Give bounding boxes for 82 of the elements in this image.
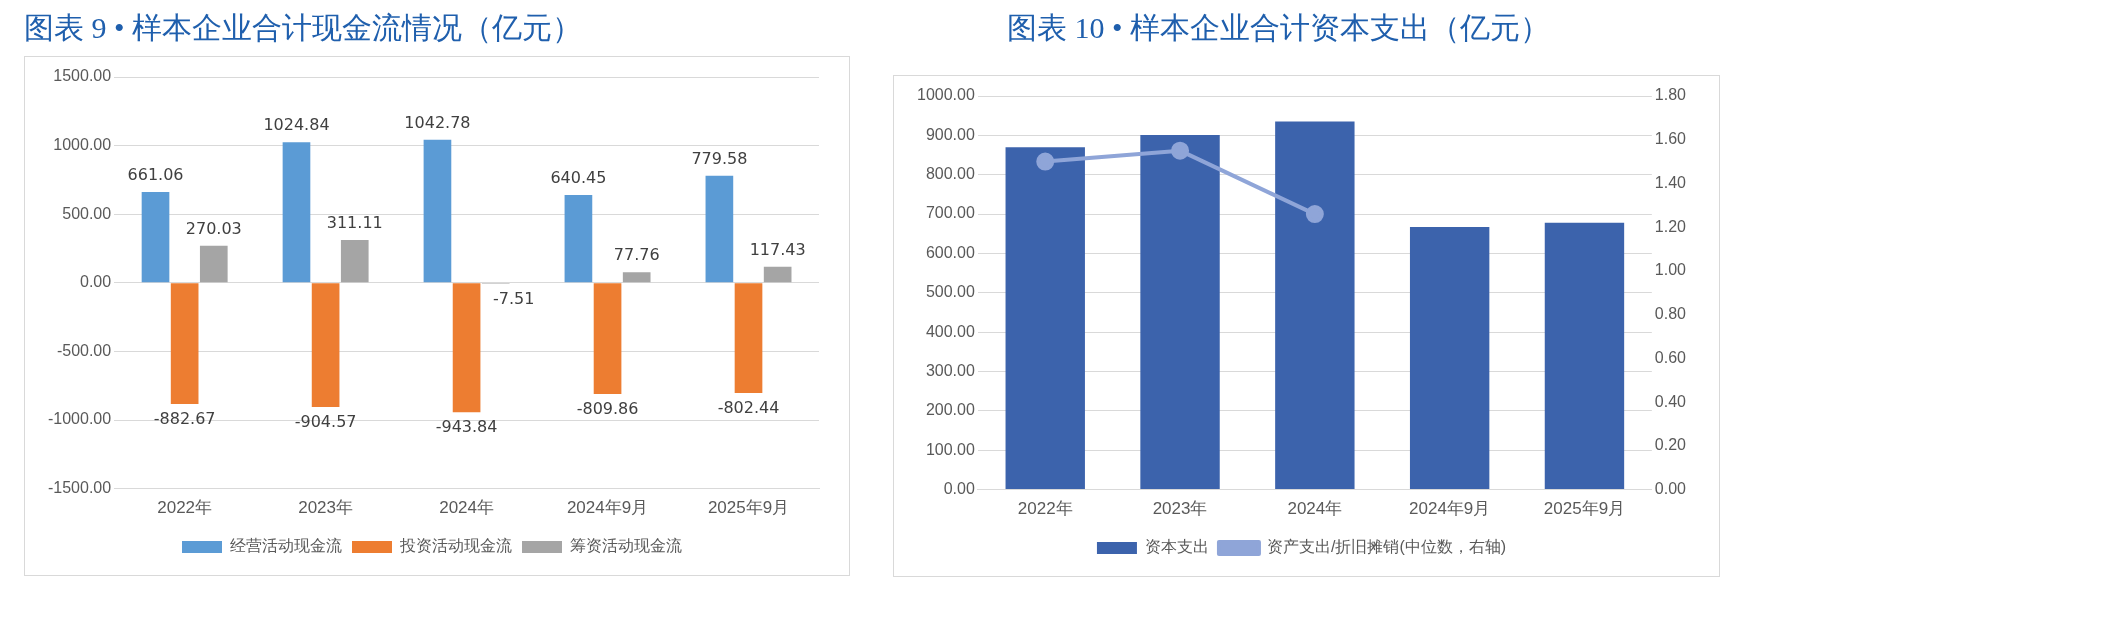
data-label: 1042.78 xyxy=(404,112,471,132)
point xyxy=(1305,205,1324,224)
bar xyxy=(282,142,311,283)
bar xyxy=(1409,227,1490,490)
y-tick-label: 0.00 xyxy=(943,480,975,498)
legend-label: 资本支出 xyxy=(1144,538,1209,556)
bar xyxy=(423,139,452,283)
data-label: 117.43 xyxy=(749,239,806,259)
data-label: 270.03 xyxy=(185,218,242,238)
bar xyxy=(593,283,622,394)
legend-label: 经营活动现金流 xyxy=(230,537,342,555)
bar xyxy=(705,175,734,283)
y-tick-label: 500.00 xyxy=(925,283,975,301)
data-label: 311.11 xyxy=(326,213,383,233)
y-tick-label: 0.00 xyxy=(80,273,112,291)
bar xyxy=(564,194,593,283)
x-tick-label: 2024年9月 xyxy=(1409,499,1491,519)
legend-label: 筹资活动现金流 xyxy=(570,537,682,555)
x-tick-label: 2025年9月 xyxy=(707,498,790,518)
y2-tick-label: 1.60 xyxy=(1654,130,1687,148)
y-tick-label: 800.00 xyxy=(925,165,975,183)
x-tick-label: 2023年 xyxy=(298,498,354,518)
chart-title: 图表 10 • 样本企业合计资本支出（亿元） xyxy=(1006,10,1551,46)
bar xyxy=(1140,134,1220,490)
bar xyxy=(622,272,651,283)
y2-tick-label: 0.40 xyxy=(1654,392,1687,410)
y2-tick-label: 0.20 xyxy=(1654,436,1687,454)
bar xyxy=(311,283,340,407)
y-tick-label: 100.00 xyxy=(925,440,975,458)
x-tick-label: 2024年 xyxy=(1287,499,1343,519)
data-label: -802.44 xyxy=(717,398,780,418)
y2-tick-label: 1.00 xyxy=(1654,261,1687,279)
y-tick-label: 500.00 xyxy=(62,204,112,222)
bar xyxy=(199,245,228,283)
y-tick-label: 200.00 xyxy=(925,401,975,419)
y-tick-label: 700.00 xyxy=(925,204,975,222)
y-tick-label: -500.00 xyxy=(56,341,112,359)
y2-tick-label: 1.80 xyxy=(1654,86,1687,104)
y2-tick-label: 0.00 xyxy=(1654,480,1687,498)
legend-label: 投资活动现金流 xyxy=(399,537,512,555)
bar xyxy=(734,283,763,393)
y2-tick-label: 0.60 xyxy=(1654,348,1687,366)
x-tick-label: 2024年9月 xyxy=(566,498,649,518)
chart-title: 图表 9 • 样本企业合计现金流情况（亿元） xyxy=(24,10,583,46)
y2-tick-label: 1.20 xyxy=(1654,217,1687,235)
bar xyxy=(141,192,170,283)
point xyxy=(1036,152,1055,171)
bar xyxy=(1275,121,1355,490)
y-tick-label: 1000.00 xyxy=(53,136,112,154)
bar xyxy=(1544,222,1625,490)
legend-label: 资产支出/折旧摊销(中位数，右轴) xyxy=(1266,538,1507,556)
x-tick-label: 2022年 xyxy=(1017,499,1073,519)
data-label: 661.06 xyxy=(127,165,184,185)
y2-tick-label: 0.80 xyxy=(1654,305,1687,323)
data-label: 779.58 xyxy=(691,149,748,168)
bar xyxy=(170,283,199,404)
y-tick-label: 400.00 xyxy=(925,322,975,340)
point xyxy=(1171,141,1190,160)
y-tick-label: 1000.00 xyxy=(916,86,975,104)
data-label: 77.76 xyxy=(613,245,660,265)
data-label: 1024.84 xyxy=(263,115,330,135)
y-tick-label: 300.00 xyxy=(925,361,975,379)
data-label: -904.57 xyxy=(294,412,357,432)
data-label: -943.84 xyxy=(435,417,498,437)
bar xyxy=(1005,147,1085,490)
bar xyxy=(763,266,792,283)
data-label: -882.67 xyxy=(153,409,216,429)
x-tick-label: 2024年 xyxy=(439,498,494,518)
y-tick-label: -1000.00 xyxy=(47,410,112,428)
bar xyxy=(340,240,369,283)
data-label: 640.45 xyxy=(550,168,607,188)
y-tick-label: 600.00 xyxy=(925,243,975,261)
x-tick-label: 2023年 xyxy=(1152,499,1208,519)
x-tick-label: 2022年 xyxy=(157,498,213,518)
data-label: -7.51 xyxy=(493,288,535,308)
bar xyxy=(452,283,481,413)
y-tick-label: -1500.00 xyxy=(47,479,112,497)
y2-tick-label: 1.40 xyxy=(1654,173,1687,191)
data-label: -809.86 xyxy=(576,399,639,419)
x-tick-label: 2025年9月 xyxy=(1543,499,1626,519)
y-tick-label: 1500.00 xyxy=(53,67,112,85)
y-tick-label: 900.00 xyxy=(925,125,975,143)
